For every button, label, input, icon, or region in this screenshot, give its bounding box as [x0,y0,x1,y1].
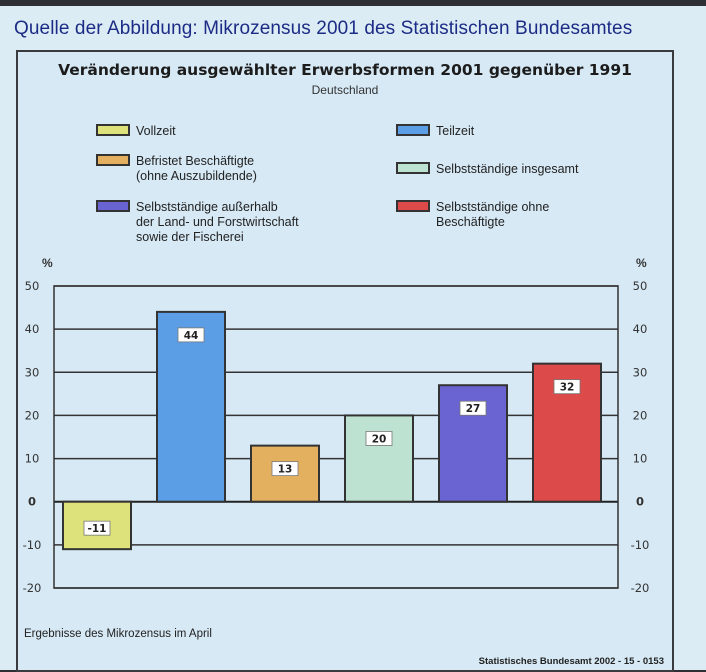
data-label-box [271,461,299,477]
bar-4 [344,414,414,503]
data-label-box [553,379,581,395]
y-tick-label-left: 40 [25,322,40,336]
chart-subtitle: Deutschland [311,83,379,97]
data-label-box [365,431,393,446]
bar-chart: -20 -20 -10 -10 0 0 10 10 20 20 30 30 40 40 50 50 -11 44 1… [23,279,650,595]
y-tick-label-left: 30 [25,365,40,379]
y-tick-label-right: 10 [633,452,648,466]
y-tick-label-left: 50 [25,279,40,293]
legend-swatch-befristet [96,154,130,166]
data-label: 27 [466,403,481,415]
legend-item-teilzeit: Teilzeit [396,124,474,139]
legend-item-befristet: Befristet Beschäftigte (ohne Auszubilden… [96,154,257,184]
legend-swatch-selbststaendige-insgesamt [396,162,430,174]
legend-item-selbststaendige-insgesamt: Selbstständige insgesamt [396,162,578,177]
legend-label-teilzeit: Teilzeit [436,124,475,138]
legend-swatch-selbststaendige-ohne [396,200,430,212]
legend-item-vollzeit: Vollzeit [96,124,176,139]
data-label-box [459,400,487,416]
legend-swatch-vollzeit [96,124,130,136]
y-tick-label-left: -20 [23,581,42,595]
source-caption: Quelle der Abbildung: Mikrozensus 2001 d… [14,18,633,39]
chart-frame: Veränderung ausgewählter Erwerbsformen 2… [16,50,674,672]
y-tick-label-right: 0 [636,495,644,509]
y-tick-label-left: 10 [25,452,40,466]
legend-label-vollzeit: Vollzeit [136,124,176,138]
data-label: -11 [88,523,107,535]
y-axis-unit-right: % [636,256,647,270]
data-label-box [83,520,111,536]
legend-item-selbststaendige-ausserhalb: Selbstständige außerhalb der Land- und F… [96,200,299,245]
data-label: 20 [372,433,387,445]
y-tick-label-left: -10 [23,538,42,552]
y-tick-label-right: 50 [633,279,648,293]
legend-item-selbststaendige-ohne: Selbstständige ohne Beschäftigte [396,200,549,230]
y-tick-label-right: 30 [633,365,648,379]
y-axis-unit-left: % [42,256,53,270]
footnote: Ergebnisse des Mikrozensus im April [24,628,212,640]
legend-label-selbststaendige-ohne: Selbstständige ohne Beschäftigte [436,200,550,229]
data-label: 13 [278,464,293,476]
chart-title: Veränderung ausgewählter Erwerbsformen 2… [58,61,632,79]
y-tick-label-right: -20 [631,581,650,595]
bar-2 [156,310,226,503]
legend-label-selbststaendige-insgesamt: Selbstständige insgesamt [436,162,579,176]
data-label: 44 [184,330,199,342]
screen-background: Quelle der Abbildung: Mikrozensus 2001 d… [0,6,706,672]
y-tick-label-right: -10 [631,538,650,552]
legend-label-befristet: Befristet Beschäftigte (ohne Auszubilden… [136,154,257,183]
y-tick-label-left: 20 [25,408,40,422]
legend-swatch-teilzeit [396,124,430,136]
data-label: 32 [560,382,575,394]
y-tick-label-right: 40 [633,322,648,336]
y-tick-label-right: 20 [633,408,648,422]
legend-swatch-selbststaendige-ausserhalb [96,200,130,212]
y-tick-label-left: 0 [28,495,36,509]
credit-line: Statistisches Bundesamt 2002 - 15 - 0153 [478,656,664,667]
data-label-box [177,327,205,343]
legend-label-selbststaendige-ausserhalb: Selbstständige außerhalb der Land- und F… [136,200,299,244]
plot-frame [53,285,619,589]
